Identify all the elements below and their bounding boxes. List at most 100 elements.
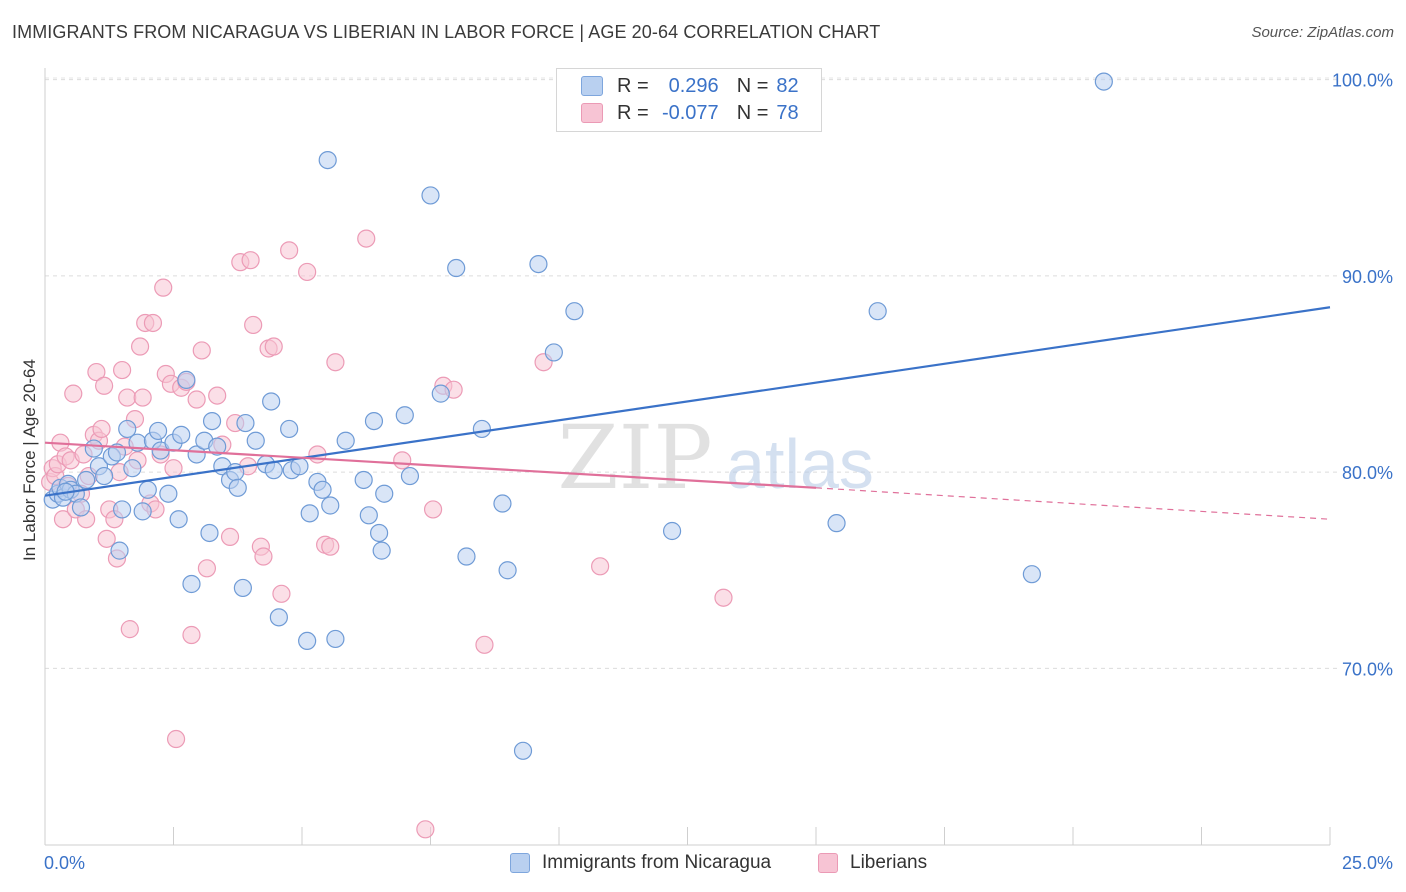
- nicaragua-point: [431, 384, 450, 403]
- nicaragua-point: [202, 412, 222, 431]
- liberians-point: [393, 451, 412, 470]
- nicaragua-point: [336, 431, 355, 450]
- nicaragua-point: [868, 302, 887, 321]
- liberians-point: [87, 362, 106, 382]
- liberians-point: [164, 459, 183, 478]
- nicaragua-trend-line: [44, 306, 1331, 497]
- nicaragua-points: [43, 72, 1113, 760]
- nicaragua-point: [236, 413, 255, 433]
- chart-title: IMMIGRANTS FROM NICARAGUA VS LIBERIAN IN…: [12, 22, 881, 42]
- liberians-point: [97, 529, 116, 548]
- liberians-point: [187, 390, 206, 409]
- bottom-legend-swatch-pink: [818, 853, 838, 873]
- nicaragua-point: [182, 574, 201, 594]
- liberians-trend-line: [44, 441, 817, 489]
- liberians-point: [264, 337, 283, 356]
- y-tick-label-100: 100.0%: [1332, 71, 1393, 91]
- nicaragua-point: [1022, 565, 1041, 584]
- legend-n-label: N =: [736, 74, 769, 97]
- nicaragua-point: [298, 631, 317, 651]
- nicaragua-point: [262, 392, 281, 411]
- nicaragua-point: [457, 547, 476, 566]
- source-credit: Source: ZipAtlas.com: [1251, 24, 1394, 41]
- nicaragua-point: [172, 425, 191, 444]
- legend-row-nicaragua: R = 0.296 N = 82: [581, 73, 799, 99]
- legend-swatch-pink: [581, 103, 603, 123]
- liberians-point: [475, 635, 494, 654]
- liberians-point: [166, 729, 186, 749]
- liberians-point: [357, 229, 376, 248]
- bottom-legend-swatch-blue: [510, 853, 530, 873]
- liberians-point: [92, 419, 111, 439]
- liberians-trend-line-extrapolated: [815, 487, 1331, 520]
- nicaragua-point: [138, 480, 157, 499]
- liberians-point: [298, 262, 317, 282]
- bottom-legend-nicaragua: Immigrants from Nicaragua: [510, 852, 771, 874]
- nicaragua-point: [513, 741, 533, 760]
- nicaragua-point: [300, 504, 319, 523]
- nicaragua-point: [208, 437, 227, 456]
- nicaragua-point: [246, 431, 265, 450]
- nicaragua-point: [233, 578, 252, 598]
- tick-labels: 70.0% 80.0% 90.0% 100.0% 0.0% 25.0%: [44, 71, 1393, 873]
- nicaragua-point: [529, 255, 548, 274]
- x-tick-label-min: 0.0%: [44, 853, 85, 873]
- nicaragua-point: [112, 500, 132, 519]
- nicaragua-point: [421, 186, 440, 205]
- nicaragua-point: [375, 484, 394, 503]
- y-axis-label: In Labor Force | Age 20-64: [20, 359, 39, 561]
- nicaragua-point: [493, 494, 512, 513]
- nicaragua-point: [565, 302, 584, 321]
- nicaragua-point: [827, 514, 846, 533]
- liberians-point: [254, 547, 273, 566]
- liberians-point: [714, 588, 733, 607]
- liberians-point: [280, 241, 299, 260]
- legend-r-value-liberians: -0.077: [661, 101, 719, 124]
- nicaragua-point: [77, 470, 96, 490]
- liberians-point: [208, 386, 227, 405]
- liberians-point: [182, 625, 201, 645]
- nicaragua-point: [372, 541, 391, 560]
- legend-r-label: R =: [617, 101, 649, 124]
- liberians-point: [220, 527, 240, 546]
- liberians-point: [133, 388, 152, 407]
- x-tick-label-max: 25.0%: [1342, 853, 1393, 873]
- nicaragua-point: [321, 496, 340, 515]
- nicaragua-point: [364, 412, 384, 431]
- nicaragua-point: [264, 461, 283, 480]
- nicaragua-point: [169, 510, 188, 529]
- liberians-point: [591, 557, 610, 576]
- watermark-atlas: atlas: [726, 425, 874, 503]
- trend-lines: [44, 306, 1331, 520]
- liberians-points: [41, 229, 733, 839]
- y-tick-label-80: 80.0%: [1342, 463, 1393, 483]
- nicaragua-point: [472, 419, 491, 439]
- nicaragua-point: [84, 439, 103, 458]
- liberians-point: [130, 337, 150, 356]
- liberians-point: [326, 353, 345, 372]
- liberians-point: [118, 388, 137, 407]
- nicaragua-point: [110, 541, 129, 560]
- legend-n-label: N =: [736, 101, 769, 124]
- nicaragua-point: [187, 445, 206, 464]
- nicaragua-point: [544, 343, 563, 362]
- nicaragua-point: [354, 470, 373, 490]
- y-tick-label-90: 90.0%: [1342, 267, 1393, 287]
- nicaragua-point: [148, 421, 168, 441]
- watermark: ZIP atlas: [557, 406, 874, 509]
- nicaragua-point: [498, 561, 517, 580]
- liberians-point: [197, 559, 217, 578]
- liberians-point: [321, 537, 340, 556]
- y-tick-label-70: 70.0%: [1342, 659, 1393, 679]
- nicaragua-point: [447, 258, 466, 278]
- nicaragua-point: [313, 480, 332, 499]
- legend-n-value-liberians: 78: [776, 101, 799, 124]
- watermark-zip: ZIP: [557, 406, 712, 509]
- liberians-point: [423, 500, 443, 519]
- correlation-legend: R = 0.296 N = 82 R = -0.077 N = 78: [556, 68, 822, 132]
- liberians-point: [416, 820, 435, 839]
- bottom-legend-label-nicaragua: Immigrants from Nicaragua: [542, 852, 772, 873]
- nicaragua-point: [228, 478, 247, 497]
- nicaragua-point: [662, 521, 682, 541]
- legend-row-liberians: R = -0.077 N = 78: [581, 100, 799, 126]
